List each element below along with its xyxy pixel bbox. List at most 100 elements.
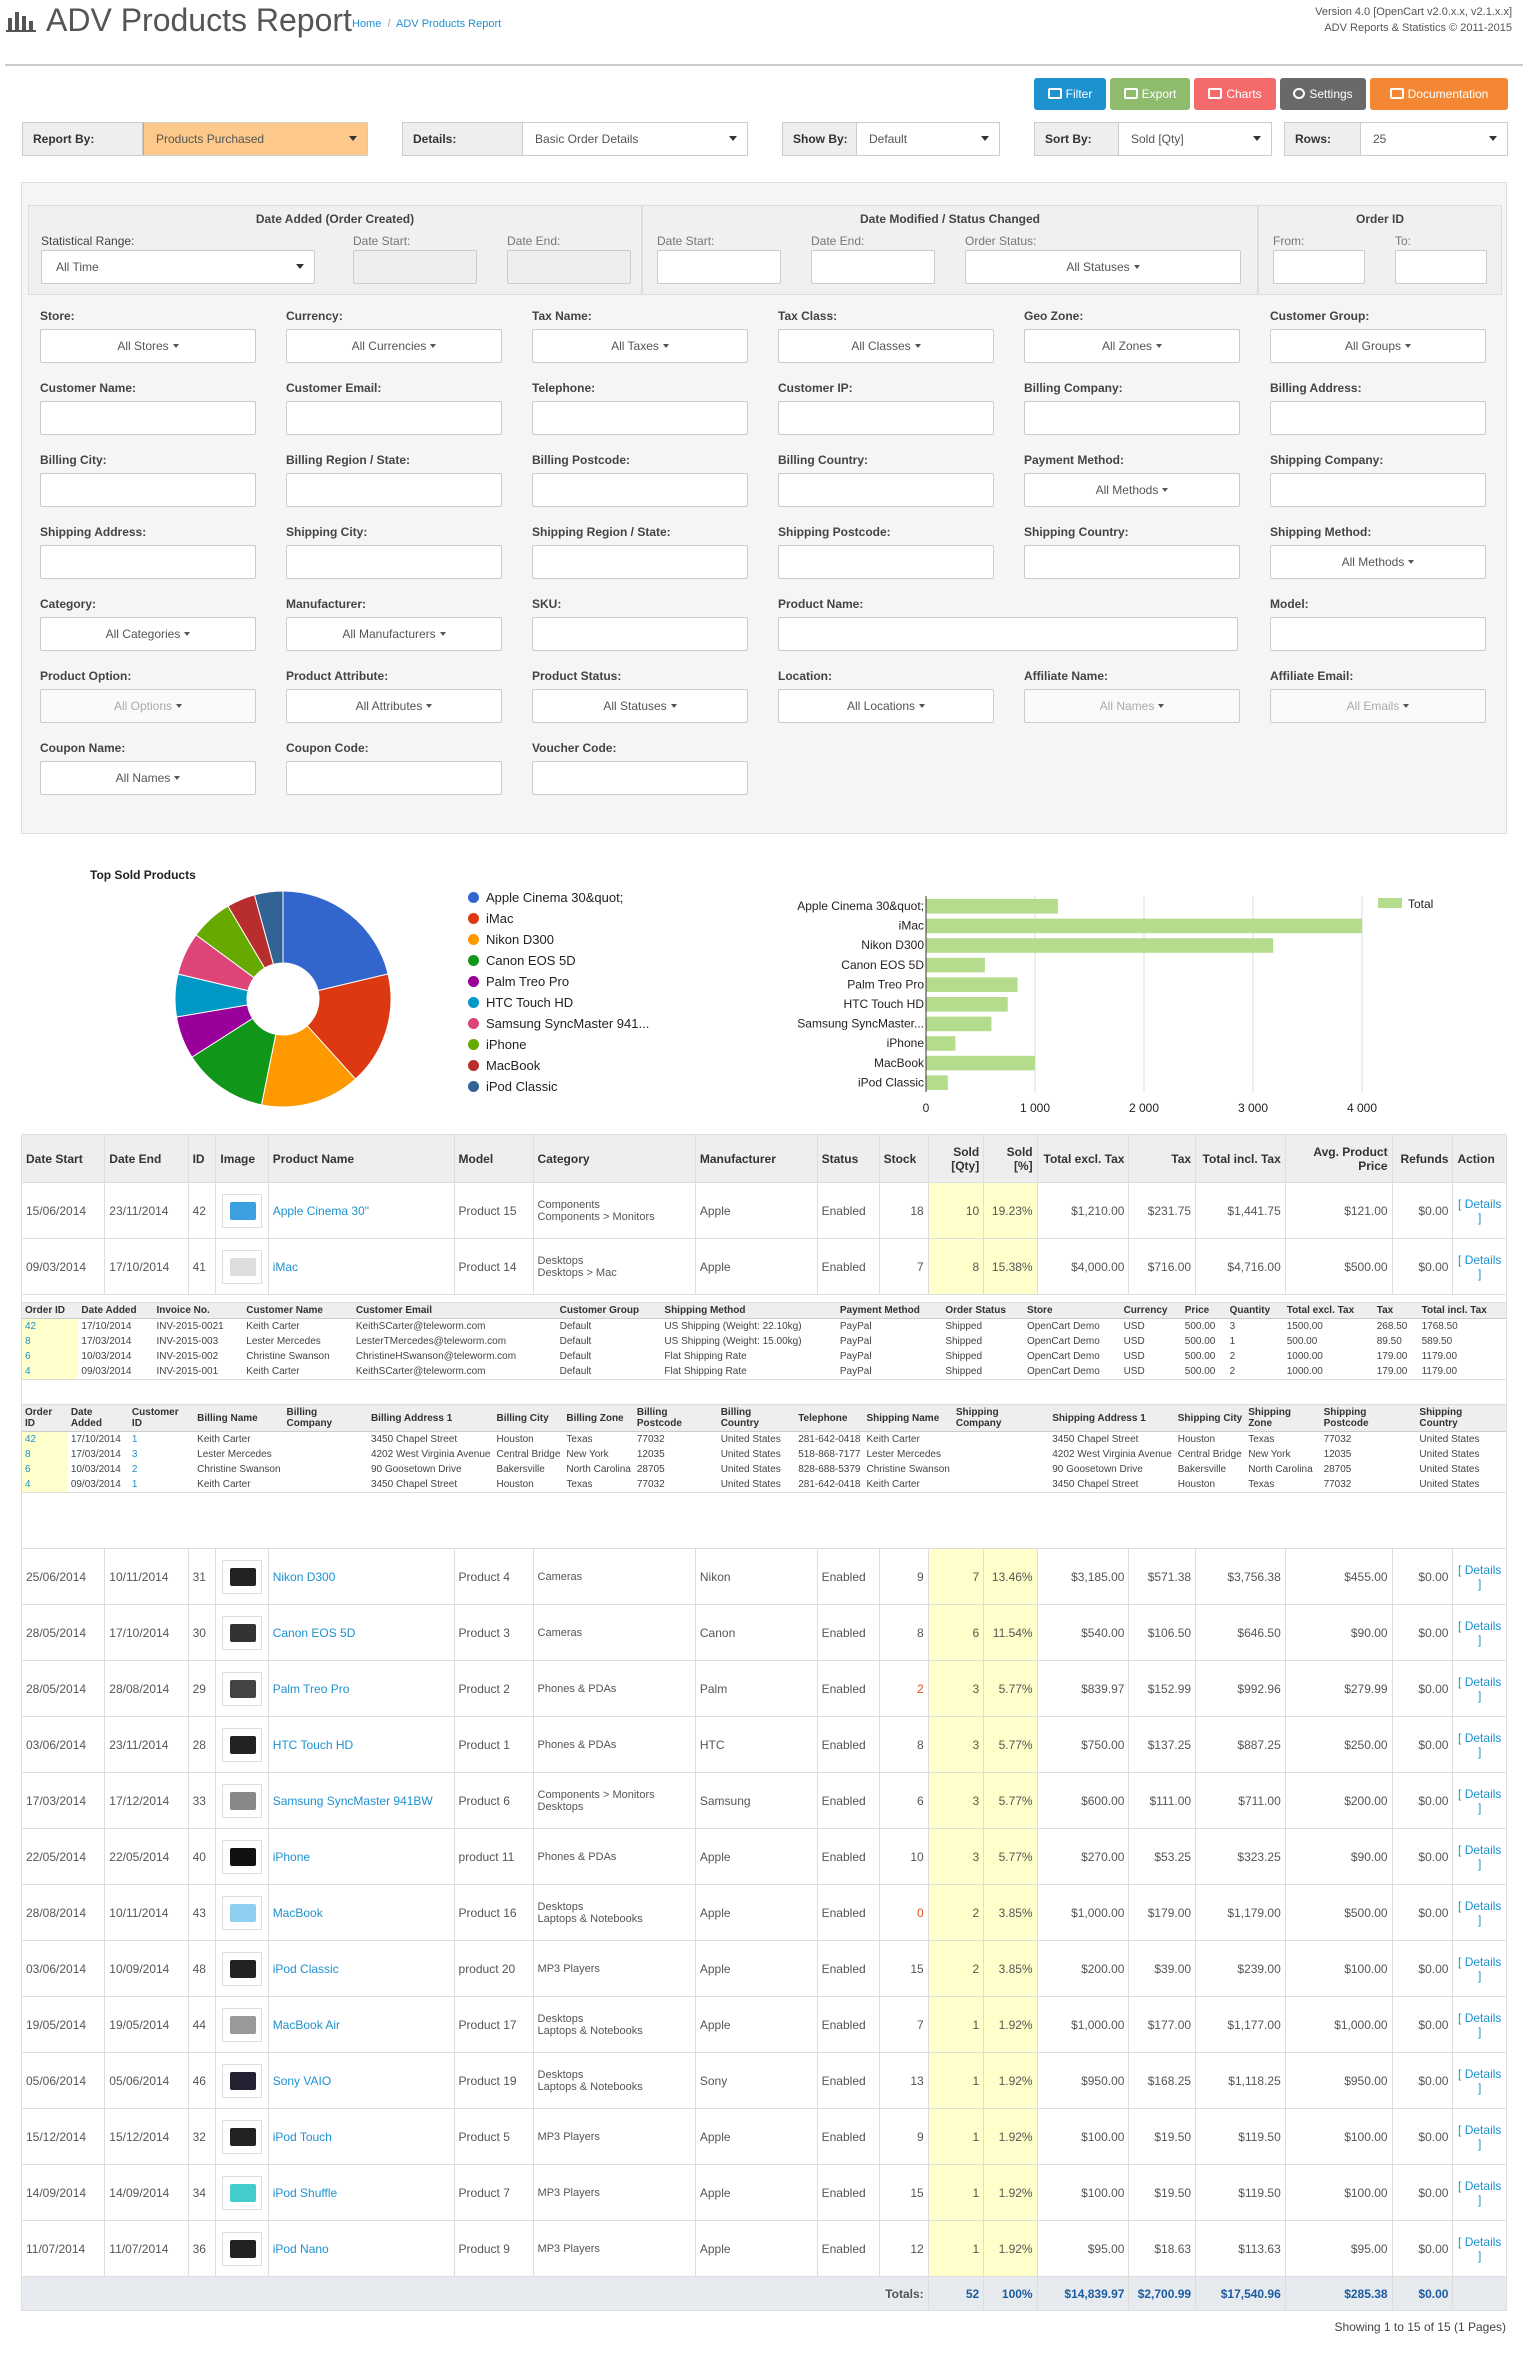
bar[interactable]: [926, 957, 985, 973]
column-header[interactable]: Tax: [1128, 1134, 1197, 1183]
shipping-method-select[interactable]: All Methods: [1270, 545, 1486, 579]
location-select[interactable]: All Locations: [778, 689, 994, 723]
shipping-company-input[interactable]: [1270, 473, 1486, 507]
column-header[interactable]: Date End: [104, 1134, 189, 1183]
customer-email-input[interactable]: [286, 401, 502, 435]
table-cell[interactable]: 8: [22, 1446, 68, 1462]
details-link[interactable]: [ Details ]: [1458, 1674, 1502, 1703]
filter-button[interactable]: Filter: [1034, 78, 1106, 110]
statistical-range-select[interactable]: All Time: [41, 250, 315, 284]
product-link[interactable]: iPod Shuffle: [272, 2185, 338, 2200]
details-link[interactable]: [ Details ]: [1458, 2122, 1502, 2151]
sku-input[interactable]: [532, 617, 748, 651]
product-link[interactable]: iPod Classic: [272, 1961, 339, 1976]
column-header[interactable]: Manufacturer: [694, 1134, 818, 1183]
shipping-region-state-input[interactable]: [532, 545, 748, 579]
column-header[interactable]: Stock: [878, 1134, 929, 1183]
column-header[interactable]: Product Name: [267, 1134, 455, 1183]
product-link[interactable]: Sony VAIO: [272, 2073, 332, 2088]
currency-select[interactable]: All Currencies: [286, 329, 502, 363]
product-attribute-select[interactable]: All Attributes: [286, 689, 502, 723]
product-link[interactable]: MacBook Air: [272, 2017, 341, 2032]
category-select[interactable]: All Categories: [40, 617, 256, 651]
table-cell[interactable]: 2: [131, 1463, 138, 1475]
column-header[interactable]: Refunds: [1391, 1134, 1454, 1183]
export-button[interactable]: Export: [1110, 78, 1190, 110]
billing-company-input[interactable]: [1024, 401, 1240, 435]
product-link[interactable]: iMac: [272, 1259, 299, 1274]
table-cell[interactable]: 8: [22, 1333, 79, 1349]
product-link[interactable]: Nikon D300: [272, 1569, 336, 1584]
report-by-select[interactable]: Report By: Products Purchased: [22, 122, 368, 156]
column-header[interactable]: Status: [816, 1134, 880, 1183]
bar[interactable]: [926, 1036, 956, 1051]
bar[interactable]: [926, 977, 1018, 992]
date-added-end-input[interactable]: [507, 250, 631, 284]
voucher-code-input[interactable]: [532, 761, 748, 795]
table-cell[interactable]: 4: [22, 1363, 79, 1379]
shipping-country-input[interactable]: [1024, 545, 1240, 579]
tax-name-select[interactable]: All Taxes: [532, 329, 748, 363]
bar[interactable]: [926, 899, 1058, 914]
product-link[interactable]: iPod Nano: [272, 2241, 329, 2256]
date-added-start-input[interactable]: [353, 250, 477, 284]
column-header[interactable]: Avg. Product Price: [1284, 1134, 1393, 1183]
details-link[interactable]: [ Details ]: [1458, 1842, 1502, 1871]
customer-name-input[interactable]: [40, 401, 256, 435]
payment-method-select[interactable]: All Methods: [1024, 473, 1240, 507]
documentation-button[interactable]: Documentation: [1370, 78, 1508, 110]
column-header[interactable]: Date Start: [20, 1134, 106, 1183]
bar[interactable]: [926, 1016, 992, 1032]
product-name-input[interactable]: [778, 617, 1238, 651]
manufacturer-select[interactable]: All Manufacturers: [286, 617, 502, 651]
order-id-to-input[interactable]: [1395, 250, 1487, 284]
table-cell[interactable]: 3: [131, 1448, 138, 1460]
column-header[interactable]: ID: [187, 1134, 217, 1183]
product-link[interactable]: Apple Cinema 30": [272, 1203, 370, 1218]
bar[interactable]: [926, 997, 1008, 1012]
show-by-select[interactable]: Show By: Default: [782, 122, 1000, 156]
bar[interactable]: [926, 938, 1274, 953]
breadcrumb-current[interactable]: ADV Products Report: [396, 18, 502, 30]
pie-slice[interactable]: [282, 890, 389, 992]
column-header[interactable]: Action: [1452, 1134, 1507, 1183]
bar[interactable]: [926, 918, 1362, 934]
shipping-postcode-input[interactable]: [778, 545, 994, 579]
details-link[interactable]: [ Details ]: [1458, 2234, 1502, 2263]
settings-button[interactable]: Settings: [1280, 78, 1366, 110]
customer-ip-input[interactable]: [778, 401, 994, 435]
product-link[interactable]: HTC Touch HD: [272, 1737, 354, 1752]
column-header[interactable]: Category: [532, 1134, 696, 1183]
column-header[interactable]: Sold [%]: [983, 1134, 1038, 1183]
column-header[interactable]: Total excl. Tax: [1036, 1134, 1130, 1183]
customer-group-select[interactable]: All Groups: [1270, 329, 1486, 363]
affiliate-name-select[interactable]: All Names: [1024, 689, 1240, 723]
table-cell[interactable]: 42: [22, 1431, 68, 1447]
billing-postcode-input[interactable]: [532, 473, 748, 507]
details-link[interactable]: [ Details ]: [1458, 1954, 1502, 1983]
billing-region-state-input[interactable]: [286, 473, 502, 507]
pie-slice[interactable]: [253, 890, 284, 965]
affiliate-email-select[interactable]: All Emails: [1270, 689, 1486, 723]
date-modified-end-input[interactable]: [811, 250, 935, 284]
product-option-select[interactable]: All Options: [40, 689, 256, 723]
column-header[interactable]: Model: [453, 1134, 534, 1183]
details-link[interactable]: [ Details ]: [1458, 1562, 1502, 1591]
table-cell[interactable]: 4: [22, 1476, 68, 1492]
store-select[interactable]: All Stores: [40, 329, 256, 363]
date-modified-start-input[interactable]: [657, 250, 781, 284]
order-id-from-input[interactable]: [1273, 250, 1365, 284]
details-link[interactable]: [ Details ]: [1458, 2066, 1502, 2095]
product-link[interactable]: Palm Treo Pro: [272, 1681, 350, 1696]
shipping-address-input[interactable]: [40, 545, 256, 579]
order-status-select[interactable]: All Statuses: [965, 250, 1241, 284]
bar[interactable]: [926, 1075, 948, 1090]
column-header[interactable]: Total incl. Tax: [1195, 1134, 1286, 1183]
telephone-input[interactable]: [532, 401, 748, 435]
product-link[interactable]: MacBook: [272, 1905, 323, 1920]
geo-zone-select[interactable]: All Zones: [1024, 329, 1240, 363]
pie-slice[interactable]: [260, 1024, 357, 1108]
details-link[interactable]: [ Details ]: [1458, 1196, 1502, 1225]
model-input[interactable]: [1270, 617, 1486, 651]
tax-class-select[interactable]: All Classes: [778, 329, 994, 363]
